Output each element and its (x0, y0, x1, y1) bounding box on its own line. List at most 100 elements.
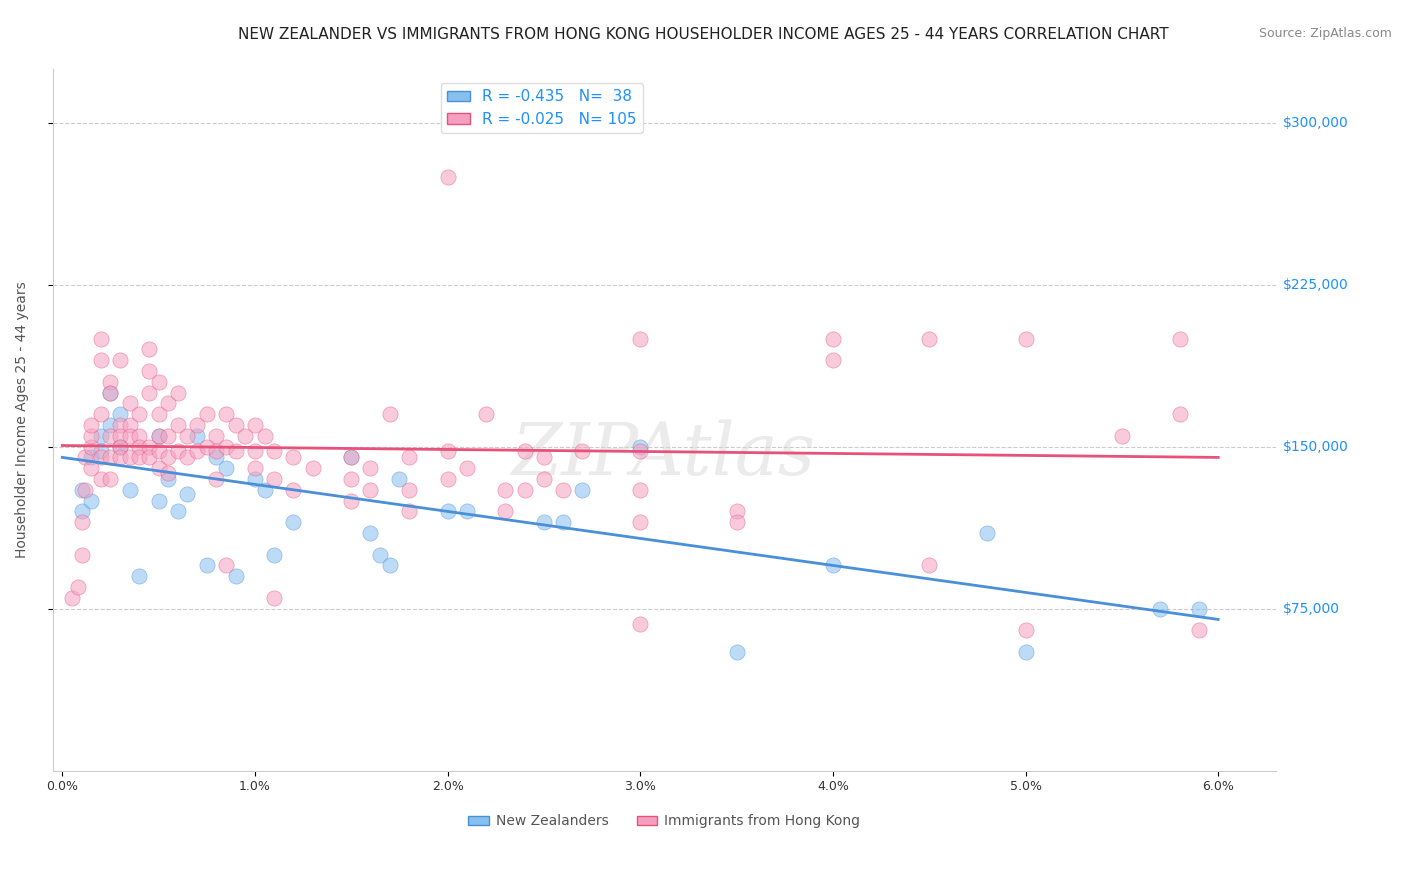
Point (628, 515, 651, 529)
Text: Source: ZipAtlas.com: Source: ZipAtlas.com (1258, 27, 1392, 40)
Point (725, 515, 748, 529)
Point (976, 526, 998, 541)
Point (388, 472, 411, 486)
Point (148, 444, 170, 458)
Point (70, 483, 93, 497)
Point (80, 493, 103, 508)
Point (360, 483, 382, 497)
Point (157, 466, 180, 480)
Point (436, 444, 458, 458)
Point (148, 407, 170, 421)
Point (157, 429, 180, 443)
Point (456, 461, 478, 475)
Point (80, 450, 103, 465)
Point (128, 440, 150, 454)
Text: $300,000: $300,000 (1282, 116, 1348, 129)
Point (90, 429, 112, 443)
Point (398, 483, 420, 497)
Point (138, 364, 160, 378)
Point (195, 558, 218, 573)
Point (138, 440, 160, 454)
Point (368, 548, 391, 562)
Point (100, 472, 122, 486)
Point (725, 504, 748, 518)
Point (215, 440, 238, 454)
Point (1168, 407, 1191, 421)
Point (186, 417, 208, 432)
Point (128, 569, 150, 583)
Point (186, 444, 208, 458)
Point (821, 558, 844, 573)
Point (1014, 645, 1036, 659)
Point (157, 450, 180, 465)
Point (1111, 429, 1133, 443)
Point (533, 472, 555, 486)
Point (360, 526, 382, 541)
Point (628, 616, 651, 631)
Point (513, 483, 536, 497)
Point (263, 548, 285, 562)
Point (301, 461, 323, 475)
Text: $150,000: $150,000 (1282, 440, 1348, 454)
Point (118, 483, 141, 497)
Point (205, 450, 228, 465)
Point (157, 472, 180, 486)
Point (378, 407, 401, 421)
Point (340, 493, 363, 508)
Point (118, 396, 141, 410)
Point (1188, 624, 1211, 638)
Point (1168, 332, 1191, 346)
Point (90, 332, 112, 346)
Point (90, 444, 112, 458)
Point (90, 407, 112, 421)
Point (571, 444, 593, 458)
Point (1188, 601, 1211, 615)
Point (176, 450, 198, 465)
Point (80, 461, 103, 475)
Text: NEW ZEALANDER VS IMMIGRANTS FROM HONG KONG HOUSEHOLDER INCOME AGES 25 - 44 YEARS: NEW ZEALANDER VS IMMIGRANTS FROM HONG KO… (238, 27, 1168, 42)
Point (513, 444, 536, 458)
Point (118, 429, 141, 443)
Point (60, 591, 83, 605)
Point (398, 450, 420, 465)
Point (360, 461, 382, 475)
Point (494, 504, 516, 518)
Point (148, 375, 170, 389)
Point (195, 440, 218, 454)
Point (66, 580, 89, 594)
Point (138, 343, 160, 357)
Point (553, 483, 575, 497)
Point (108, 417, 131, 432)
Point (108, 429, 131, 443)
Point (166, 417, 188, 432)
Point (340, 472, 363, 486)
Point (166, 385, 188, 400)
Point (195, 407, 218, 421)
Point (475, 407, 498, 421)
Point (821, 332, 844, 346)
Point (436, 504, 458, 518)
Point (378, 558, 401, 573)
Point (233, 429, 256, 443)
Point (205, 444, 228, 458)
Point (1014, 624, 1036, 638)
Point (148, 493, 170, 508)
Point (215, 407, 238, 421)
Point (205, 429, 228, 443)
Point (628, 444, 651, 458)
Point (918, 558, 941, 573)
Point (100, 385, 122, 400)
Point (128, 450, 150, 465)
Point (1149, 601, 1171, 615)
Point (108, 440, 131, 454)
Point (1014, 332, 1036, 346)
Point (628, 483, 651, 497)
Point (186, 429, 208, 443)
Point (75, 450, 97, 465)
Point (108, 407, 131, 421)
Point (80, 417, 103, 432)
Point (176, 429, 198, 443)
Point (128, 407, 150, 421)
Point (456, 504, 478, 518)
Point (166, 504, 188, 518)
